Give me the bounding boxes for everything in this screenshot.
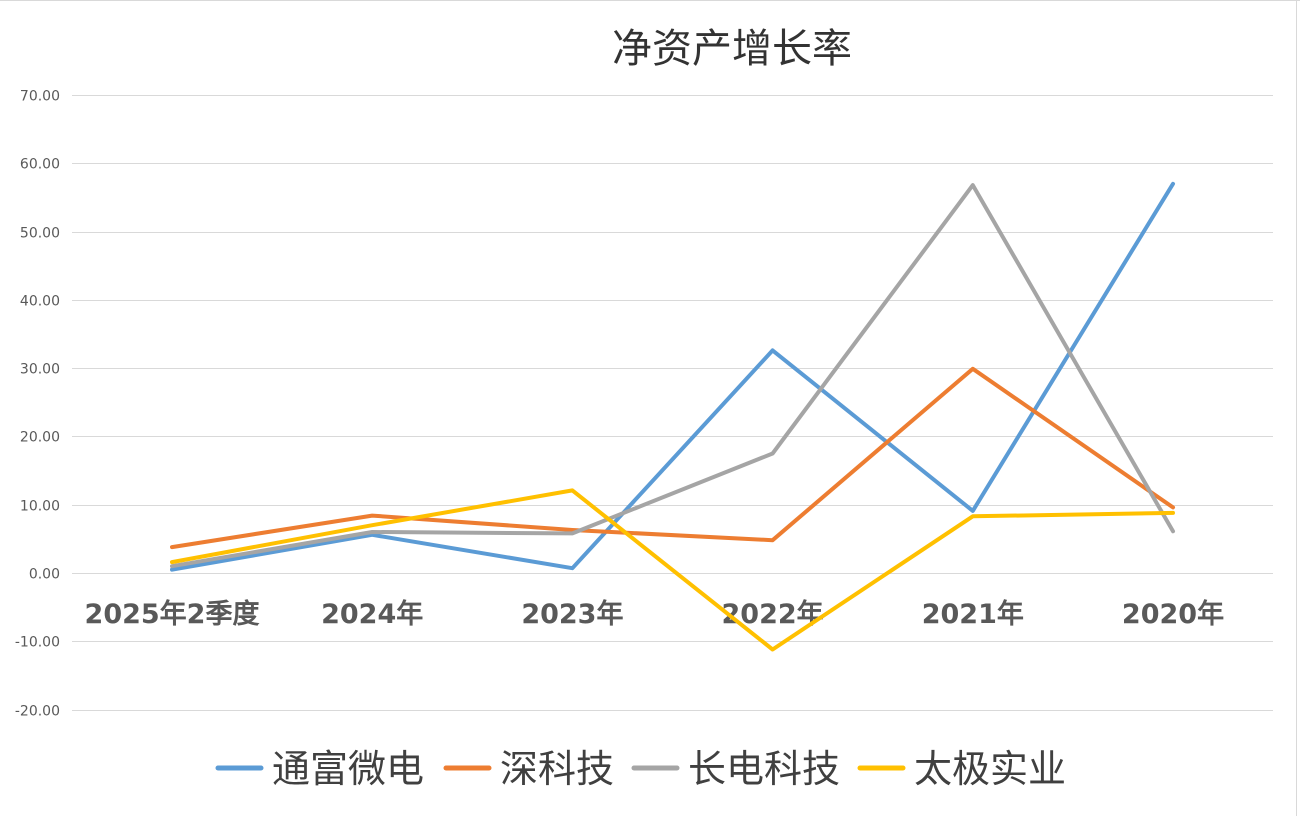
y-tick-label: 40.00 <box>20 294 60 310</box>
x-tick-label: 2020年 <box>1122 598 1224 630</box>
series-line <box>170 183 1175 569</box>
legend-label: 深科技 <box>500 747 614 791</box>
gridlines <box>72 95 1273 711</box>
series-line <box>170 181 1175 572</box>
y-tick-label: 30.00 <box>20 362 60 378</box>
y-tick-label: 50.00 <box>20 226 60 242</box>
legend: 通富微电 深科技 长电科技 太极实业 <box>215 747 1066 791</box>
legend-label: 长电科技 <box>688 747 840 791</box>
x-tick-label: 2021年 <box>922 598 1024 630</box>
y-tick-label: -10.00 <box>15 635 60 651</box>
series-lines <box>170 181 1175 652</box>
y-tick-label: 60.00 <box>20 157 60 173</box>
y-tick-label: 10.00 <box>20 499 60 515</box>
legend-label: 通富微电 <box>272 747 424 791</box>
y-axis-ticks: 70.00 60.00 50.00 40.00 30.00 20.00 10.00 0.00 -… <box>15 89 60 720</box>
y-tick-label: -20.00 <box>15 704 60 720</box>
chart-title: 净资产增长率 <box>612 26 852 72</box>
y-tick-label: 0.00 <box>29 567 60 583</box>
series-line <box>170 366 1175 550</box>
x-tick-label: 2023年 <box>521 598 623 630</box>
x-tick-label: 2025年2季度 <box>85 598 260 630</box>
legend-label: 太极实业 <box>914 747 1066 791</box>
x-axis-ticks: 2025年2季度 2024年 2023年 2022年 2021年 2020年 <box>85 598 1225 630</box>
x-tick-label: 2024年 <box>321 598 423 630</box>
series-line <box>170 488 1175 652</box>
y-tick-label: 70.00 <box>20 89 60 105</box>
y-tick-label: 20.00 <box>20 430 60 446</box>
